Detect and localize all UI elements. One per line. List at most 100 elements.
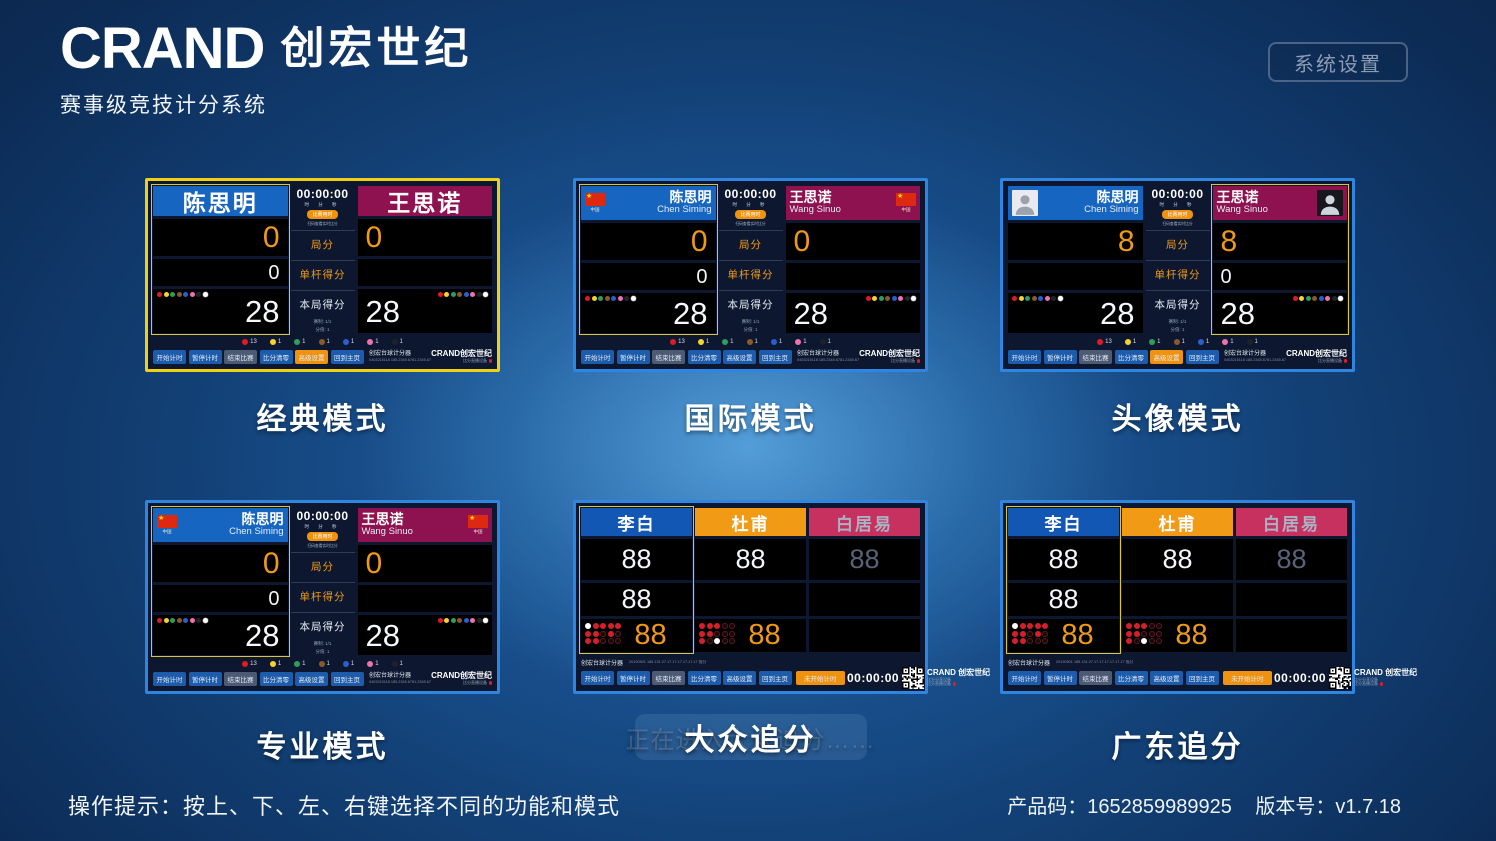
mini-ball-icon [196,618,201,623]
board-button-4[interactable]: 高级设置 [723,670,756,685]
mode-label-mass-chase-wrap: 正在进入大众追分…… 大众追分 [573,714,928,766]
single-cue-score-cell: 0 [153,585,288,612]
board-button-2[interactable]: 结束比赛 [652,670,685,685]
mode-card-guangdong-chase[interactable]: 李白 88 88 88 杜甫 88 88 白居易 88 创宏台球计分器 2019… [1000,500,1417,694]
mini-ball-icon [457,618,462,623]
board-button-5[interactable]: 回到主页 [758,349,792,364]
timer-status-button[interactable]: 未开始计时 [1223,670,1272,685]
value-note: 分值: 1 [315,649,330,654]
mini-ball-icon [1331,296,1337,301]
chase-ball-dot [585,630,591,637]
chase-ball-dot [721,630,728,637]
board-button-3[interactable]: 比分清零 [1114,349,1148,364]
country-label: 中国 [473,529,483,534]
chase-ball-dot [1012,638,1018,644]
value-note: 分值: 1 [743,327,758,332]
chase-ball-dot [714,638,720,644]
board-button-4[interactable]: 高级设置 [1150,349,1183,364]
remaining-balls-row [1292,296,1343,301]
mode-card-avatar[interactable]: 陈思明 Chen Siming 8 28 00:00:00 时 分 秒 比赛用时… [1000,178,1355,372]
chase-player-panel-2: 白居易 88 [809,508,920,652]
frame-score-cell: 28 [1212,293,1347,333]
mini-ball-icon [457,292,462,297]
ball-count-item: 1 [294,338,306,345]
board-button-5[interactable]: 回到主页 [330,349,364,364]
board-button-3[interactable]: 比分清零 [1114,670,1148,685]
mini-ball-icon [878,296,884,301]
board-button-5[interactable]: 回到主页 [758,670,792,685]
brand-logo-en: CRAND [60,16,265,82]
mini-ball-icon [1312,296,1317,301]
player-panel-1: 王思诺 0 28 [357,186,492,333]
mini-ball-icon [437,618,443,623]
player-name-bar: 李白 [1008,508,1119,536]
board-button-0[interactable]: 开始计时 [1008,670,1041,685]
mini-ball-icon [611,296,616,301]
board-button-4[interactable]: 高级设置 [1150,670,1183,685]
mini-ball-icon [624,296,629,301]
chase-ball-dot [615,623,621,629]
mode-card-classic[interactable]: 陈思明 0 0 28 00:00:00 时 分 秒 比赛用时 扫码查看实时比分 … [145,178,500,372]
board-button-2[interactable]: 结束比赛 [652,349,685,364]
board-button-0[interactable]: 开始计时 [153,349,186,364]
scoreboard-preview: 陈思明 Chen Siming 8 28 00:00:00 时 分 秒 比赛用时… [1003,181,1352,369]
qr-code [902,666,925,689]
board-button-4[interactable]: 高级设置 [295,349,328,364]
board-button-0[interactable]: 开始计时 [581,349,614,364]
mode-card-mass-chase[interactable]: 李白 88 88 88 杜甫 88 88 白居易 88 创宏台球计分器 2019… [573,500,990,694]
match-timer: 00:00:00 [296,187,349,201]
player-name-en: Chen Siming [657,204,712,216]
ball-icon [391,660,398,667]
board-button-1[interactable]: 暂停计时 [616,670,650,685]
board-button-2[interactable]: 结束比赛 [224,349,257,364]
board-button-3[interactable]: 比分清零 [687,670,721,685]
board-button-1[interactable]: 暂停计时 [188,671,222,686]
system-settings-button[interactable]: 系统设置 [1268,42,1408,82]
board-button-3[interactable]: 比分清零 [687,349,721,364]
board-button-0[interactable]: 开始计时 [153,671,186,686]
chase-ball-dot [706,638,713,644]
ball-icon [269,338,276,345]
mode-card-international[interactable]: ★ 中国 陈思明 Chen Siming 0 0 28 00:00:00 时 分 … [573,178,928,372]
board-button-0[interactable]: 开始计时 [1008,349,1041,364]
mini-ball-icon [1025,296,1030,301]
player-name-en: Chen Siming [229,526,284,538]
china-flag-icon: ★ 中国 [468,515,488,535]
board-button-2[interactable]: 结束比赛 [1079,349,1112,364]
mini-ball-icon [885,296,890,301]
board-button-5[interactable]: 回到主页 [1185,670,1219,685]
live-dot-icon [488,681,492,685]
ball-count-item: 1 [342,338,354,345]
board-button-0[interactable]: 开始计时 [581,670,614,685]
board-button-1[interactable]: 暂停计时 [616,349,650,364]
board-button-2[interactable]: 结束比赛 [1079,670,1112,685]
mid-score-cell: 88 [1008,583,1119,616]
ball-icon [269,660,276,667]
chase-player-panel-1: 杜甫 88 88 [1122,508,1233,652]
board-button-2[interactable]: 结束比赛 [224,671,257,686]
ball-icon [819,338,826,345]
center-info-column: 00:00:00 时 分 秒 比赛用时 扫码查看实时比分 局分 单杆得分 本局得… [718,186,783,333]
board-buttons-row: 开始计时 暂停计时 结束比赛 比分清零 高级设置 回到主页 创宏台球计分器 04032151… [153,671,492,686]
board-button-3[interactable]: 比分清零 [259,671,293,686]
crand-mini-logo: CRAND创宏世纪 比分直播设备 [431,349,492,363]
chase-player-panel-2: 白居易 88 [1236,508,1347,652]
mode-card-professional[interactable]: ★ 中国 陈思明 Chen Siming 0 0 28 00:00:00 时 分 … [145,500,500,694]
board-button-4[interactable]: 高级设置 [723,349,756,364]
board-button-1[interactable]: 暂停计时 [1043,670,1077,685]
mini-ball-icon [170,292,175,297]
board-buttons-row: 开始计时 暂停计时 结束比赛 比分清零 高级设置 回到主页 未开始计时 00:00:00 … [581,666,990,689]
board-button-4[interactable]: 高级设置 [295,671,328,686]
board-button-1[interactable]: 暂停计时 [188,349,222,364]
board-button-5[interactable]: 回到主页 [1185,349,1219,364]
board-button-5[interactable]: 回到主页 [330,671,364,686]
rule-note: 赛制: 1/1 [313,319,332,324]
timer-status-button[interactable]: 未开始计时 [796,670,845,685]
chase-ball-dot [592,623,599,629]
live-dot-icon [1343,359,1347,363]
rule-note: 赛制: 1/1 [313,641,332,646]
board-button-3[interactable]: 比分清零 [259,349,293,364]
ball-icon [1197,338,1204,345]
board-button-1[interactable]: 暂停计时 [1043,349,1077,364]
